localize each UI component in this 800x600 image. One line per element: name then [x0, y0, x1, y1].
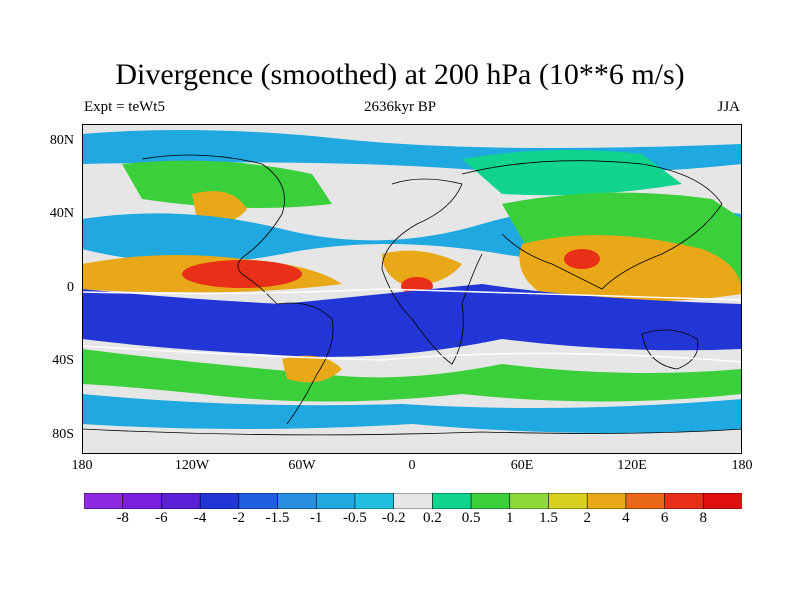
colorbar-label-4: -1.5	[265, 510, 290, 526]
lat-label-0: 0	[67, 280, 74, 295]
colorbar-label-8: 0.2	[423, 510, 442, 526]
colorbar-label-9: 0.5	[461, 510, 481, 526]
colorbar-swatch-0	[84, 493, 124, 509]
lat-label-40n: 40N	[49, 206, 74, 221]
map-title: Divergence (smoothed) at 200 hPa (10**6 …	[115, 58, 685, 91]
colorbar-swatch-5	[277, 493, 317, 509]
colorbar-label-6: -0.5	[343, 510, 367, 526]
colorbar-label-10: 1	[506, 510, 514, 526]
colorbar-swatch-6	[315, 493, 356, 509]
field-region-south-green	[82, 349, 742, 402]
colorbar-label-13: 4	[622, 510, 630, 526]
lon-label-0: 0	[408, 458, 416, 473]
colorbar-label-12: 2	[583, 510, 591, 526]
contour-lines	[82, 288, 742, 363]
coast-north-america	[141, 154, 285, 305]
colorbar-swatch-8	[393, 493, 433, 509]
lon-label-180e: 180	[731, 458, 753, 473]
colorbar-swatch-7	[354, 493, 395, 509]
coast-europe-africa	[381, 178, 483, 365]
field-region-southamerica-orange	[282, 355, 342, 383]
field-region-northamerica-orange	[192, 191, 247, 223]
colorbar-label-3: -2	[232, 510, 246, 526]
colorbar-swatch-15	[664, 493, 704, 509]
colorbar-label-7: -0.2	[381, 510, 406, 526]
coastlines	[82, 154, 742, 436]
colorbar-swatch-2	[161, 493, 201, 509]
divergence-map	[82, 124, 742, 454]
lon-label-60w: 60W	[288, 458, 316, 473]
contour-line-south	[82, 345, 742, 363]
colorbar	[84, 493, 742, 509]
lat-label-80s: 80S	[52, 427, 74, 442]
colorbar-swatch-11	[509, 493, 550, 509]
map-frame	[82, 124, 742, 454]
experiment-label: Expt = teWt5	[84, 99, 165, 115]
colorbar-swatch-1	[122, 493, 163, 509]
lat-label-40s: 40S	[52, 353, 74, 368]
colorbar-swatch-4	[238, 493, 279, 509]
coast-south-america	[276, 302, 334, 425]
field-region-indo-red	[564, 249, 600, 269]
coast-asia	[461, 160, 723, 290]
field-region-north-green	[122, 160, 332, 208]
time-label: 2636kyr BP	[363, 99, 437, 115]
field-region-siberia-green	[462, 150, 682, 196]
season-label: JJA	[717, 99, 740, 115]
colorbar-label-2: -4	[193, 510, 207, 526]
lon-label-60e: 60E	[510, 458, 534, 473]
lon-label-180w: 180	[71, 458, 93, 473]
colorbar-label-5: -1	[309, 510, 323, 526]
field-region-convergence-band	[82, 284, 742, 357]
colorbar-swatch-16	[702, 493, 742, 509]
lon-label-120w: 120W	[174, 458, 210, 473]
colorbar-swatch-13	[586, 493, 627, 509]
coast-antarctica	[82, 428, 742, 436]
colorbar-swatch-9	[432, 493, 472, 509]
colorbar-label-15: 8	[699, 510, 708, 526]
colorbar-label-11: 1.5	[539, 510, 558, 526]
colorbar-swatch-10	[470, 493, 511, 509]
field-region-africa-orange	[382, 250, 462, 285]
contour-line-equator	[82, 288, 742, 301]
colorbar-swatch-12	[548, 493, 588, 509]
colorbar-label-0: -8	[116, 510, 129, 526]
coast-australia	[641, 329, 699, 370]
colorbar-swatch-14	[625, 493, 666, 509]
field-region-south-blue	[82, 394, 742, 433]
colorbar-label-14: 6	[660, 510, 669, 526]
colorbar-swatch-3	[199, 493, 240, 509]
lat-label-80n: 80N	[49, 133, 74, 148]
colorbar-label-1: -6	[155, 510, 168, 526]
lon-label-120e: 120E	[617, 458, 647, 473]
